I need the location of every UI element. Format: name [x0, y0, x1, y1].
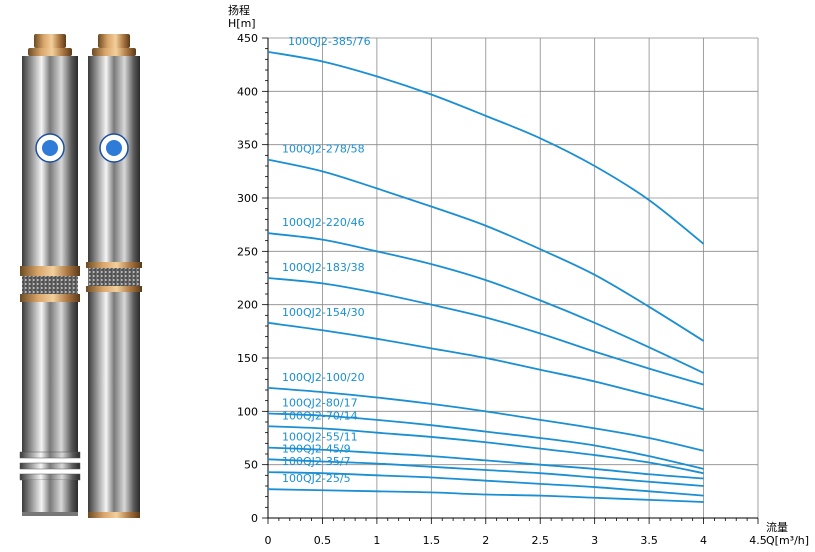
x-tick-label: 1.5: [423, 534, 441, 547]
x-tick-label: 4.5: [749, 534, 767, 547]
series-line-100QJ2-35/7: [267, 471, 704, 497]
x-axis-label-line2: Q[m³/h]: [766, 534, 809, 547]
pump-performance-chart: 0 0.5 1 1.5 2 2.5 3 3.5 4 4.5 0 50 100 150 200 250 300 3…: [228, 3, 809, 547]
y-tick-label: 150: [237, 352, 258, 365]
series-line-100QJ2-55/11: [267, 446, 704, 480]
series-line-100QJ2-25/5: [267, 488, 704, 503]
pump-right: [86, 34, 142, 518]
series-label-100QJ2-80/17: 100QJ2-80/17: [282, 396, 358, 409]
x-tick-label: 1: [373, 534, 380, 547]
chart-grid: [268, 37, 759, 518]
y-tick-label: 100: [237, 405, 258, 418]
series-label-100QJ2-25/5: 100QJ2-25/5: [282, 472, 351, 485]
x-tick-label: 2: [482, 534, 489, 547]
series-label-100QJ2-278/58: 100QJ2-278/58: [282, 143, 365, 156]
pump-left: [19, 34, 81, 516]
curve-labels: 100QJ2-385/76 100QJ2-278/58 100QJ2-220/46 1…: [282, 35, 371, 485]
series-label-100QJ2-385/76: 100QJ2-385/76: [288, 35, 371, 48]
series-line-100QJ2-220/46: [267, 232, 704, 374]
series-line-100QJ2-45/9: [267, 458, 704, 487]
series-line-100QJ2-154/30: [267, 321, 704, 411]
y-tick-label: 400: [237, 85, 258, 98]
series-label-100QJ2-45/9: 100QJ2-45/9: [282, 442, 351, 455]
y-tick-label: 300: [237, 192, 258, 205]
x-tick-label: 3.5: [640, 534, 658, 547]
series-label-100QJ2-35/7: 100QJ2-35/7: [282, 455, 351, 468]
chart-curves: [267, 50, 705, 503]
y-axis-label-line2: H[m]: [228, 17, 256, 30]
x-tick-label: 4: [700, 534, 707, 547]
product-images: [19, 34, 142, 518]
series-label-100QJ2-154/30: 100QJ2-154/30: [282, 306, 365, 319]
series-label-100QJ2-55/11: 100QJ2-55/11: [282, 431, 358, 444]
y-tick-label: 0: [251, 512, 258, 525]
series-line-100QJ2-278/58: [267, 158, 705, 342]
series-line-100QJ2-100/20: [267, 386, 704, 452]
x-tick-label: 2.5: [531, 534, 549, 547]
x-axis-label-line1: 流量: [766, 520, 788, 534]
series-label-100QJ2-183/38: 100QJ2-183/38: [282, 261, 365, 274]
y-tick-label: 350: [237, 139, 258, 152]
series-label-100QJ2-70/14: 100QJ2-70/14: [282, 409, 358, 422]
y-tick-label: 450: [237, 32, 258, 45]
y-axis-label-line1: 扬程: [228, 3, 250, 17]
series-line-100QJ2-80/17: [267, 412, 704, 470]
x-tick-label: 0.5: [314, 534, 332, 547]
y-tick-label: 250: [237, 245, 258, 258]
x-tick-label: 0: [265, 534, 272, 547]
series-line-100QJ2-183/38: [267, 277, 704, 386]
y-tick-label: 200: [237, 299, 258, 312]
series-label-100QJ2-100/20: 100QJ2-100/20: [282, 371, 365, 384]
series-line-100QJ2-70/14: [267, 425, 704, 475]
series-label-100QJ2-220/46: 100QJ2-220/46: [282, 216, 365, 229]
y-tick-labels: 0 50 100 150 200 250 300 350 400 450: [237, 32, 258, 525]
x-tick-labels: 0 0.5 1 1.5 2 2.5 3 3.5 4 4.5: [265, 534, 767, 547]
series-line-100QJ2-385/76: [267, 50, 705, 245]
y-tick-label: 50: [244, 459, 258, 472]
x-tick-label: 3: [591, 534, 598, 547]
